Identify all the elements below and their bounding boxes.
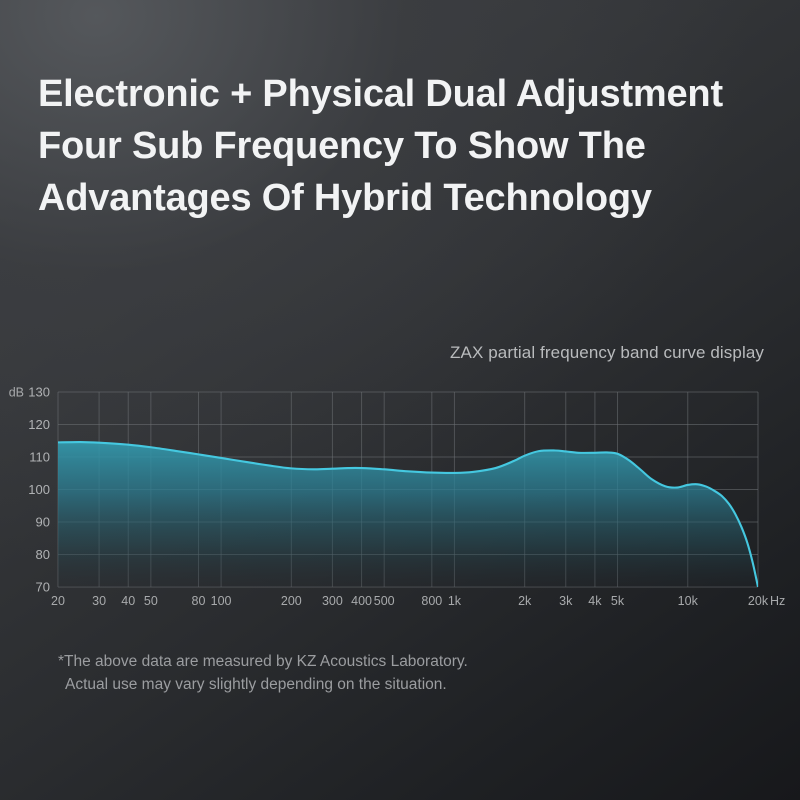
chart-curve-line bbox=[58, 440, 758, 587]
x-axis-tick-label: 100 bbox=[211, 594, 232, 608]
x-axis-tick-label: 800 bbox=[421, 594, 442, 608]
curve-line bbox=[58, 440, 758, 587]
curve-area bbox=[58, 442, 758, 587]
footnote-line-1: *The above data are measured by KZ Acous… bbox=[58, 653, 468, 670]
x-axis-tick-label: 400 bbox=[351, 594, 372, 608]
chart-x-axis-labels: 20 30 40 50 80 100 200 300 400 500 800 1k 2k 3k 4k 5k 10… bbox=[51, 594, 769, 608]
x-axis-tick-label: 4k bbox=[588, 594, 602, 608]
x-axis-tick-label: 40 bbox=[121, 594, 135, 608]
chart-y-axis-labels: 130 120 110 100 90 80 70 bbox=[28, 385, 50, 595]
y-axis-tick-label: 80 bbox=[36, 547, 50, 562]
x-axis-tick-label: 10k bbox=[678, 594, 699, 608]
x-axis-unit-label: Hz bbox=[770, 594, 785, 608]
y-axis-tick-label: 130 bbox=[28, 385, 50, 400]
y-axis-tick-label: 120 bbox=[28, 417, 50, 432]
x-axis-tick-label: 50 bbox=[144, 594, 158, 608]
y-axis-tick-label: 70 bbox=[36, 580, 50, 595]
x-axis-tick-label: 300 bbox=[322, 594, 343, 608]
y-axis-unit-label: dB bbox=[9, 386, 24, 400]
page-headline: Electronic + Physical Dual Adjustment Fo… bbox=[38, 68, 778, 224]
y-axis-tick-label: 90 bbox=[36, 515, 50, 530]
x-axis-tick-label: 20k bbox=[748, 594, 769, 608]
headline-line-3: Advantages Of Hybrid Technology bbox=[38, 177, 652, 219]
chart-area-fill bbox=[58, 442, 758, 587]
x-axis-tick-label: 30 bbox=[92, 594, 106, 608]
x-axis-tick-label: 5k bbox=[611, 594, 625, 608]
frequency-response-chart: 130 120 110 100 90 80 70 20 30 40 50 80 100 200 300 40… bbox=[0, 376, 800, 616]
headline-line-2: Four Sub Frequency To Show The bbox=[38, 125, 646, 167]
x-axis-tick-label: 2k bbox=[518, 594, 532, 608]
x-axis-tick-label: 20 bbox=[51, 594, 65, 608]
chart-footnote: *The above data are measured by KZ Acous… bbox=[58, 650, 468, 696]
x-axis-tick-label: 80 bbox=[192, 594, 206, 608]
footnote-line-2: Actual use may vary slightly depending o… bbox=[65, 676, 447, 693]
x-axis-tick-label: 3k bbox=[559, 594, 573, 608]
chart-axis-units: dB Hz bbox=[9, 386, 786, 609]
x-axis-tick-label: 200 bbox=[281, 594, 302, 608]
chart-caption: ZAX partial frequency band curve display bbox=[450, 343, 764, 362]
x-axis-tick-label: 1k bbox=[448, 594, 462, 608]
y-axis-tick-label: 110 bbox=[29, 450, 50, 465]
headline-line-1: Electronic + Physical Dual Adjustment bbox=[38, 73, 723, 115]
y-axis-tick-label: 100 bbox=[28, 482, 50, 497]
x-axis-tick-label: 500 bbox=[374, 594, 395, 608]
